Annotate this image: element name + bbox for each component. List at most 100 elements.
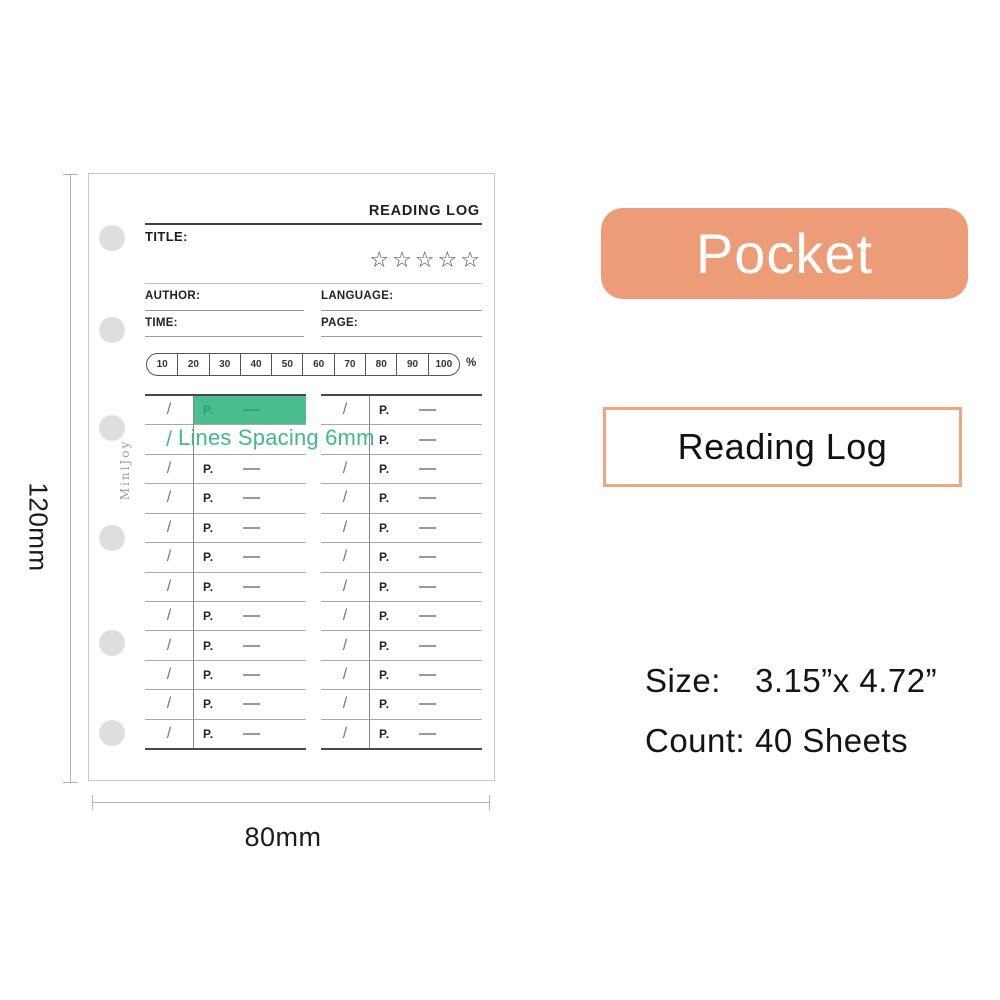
- page-label: P.: [379, 403, 390, 418]
- page-dash: [243, 497, 261, 500]
- page-label: P.: [203, 726, 214, 741]
- page-dash: [419, 409, 437, 412]
- log-row: /: [145, 425, 306, 455]
- page-label: P.: [203, 403, 214, 418]
- page-dash: [419, 526, 437, 529]
- binder-hole: [99, 525, 125, 551]
- page-cell: P.: [193, 455, 306, 483]
- width-dimension-label: 80mm: [244, 822, 322, 852]
- page-label: P.: [379, 579, 390, 594]
- divider-line: [145, 223, 482, 225]
- progress-tick: 80: [366, 354, 398, 375]
- progress-tick: 50: [272, 354, 304, 375]
- page-cell: P.: [193, 690, 306, 718]
- page-cell: P.: [369, 602, 482, 630]
- page-cell: P.: [369, 455, 482, 483]
- progress-tick: 40: [241, 354, 273, 375]
- page-cell: P.: [369, 425, 482, 453]
- page-cell: P.: [193, 396, 306, 425]
- page-label: P.: [203, 520, 214, 535]
- page-label: P.: [379, 609, 390, 624]
- page-label: P.: [203, 697, 214, 712]
- page-cell: P.: [369, 690, 482, 718]
- date-slash: /: [166, 489, 172, 507]
- page-dash: [243, 674, 261, 676]
- date-slash: /: [342, 577, 348, 595]
- log-row: / P.: [321, 514, 482, 544]
- page-dash: [419, 438, 437, 441]
- spec-size-label: Size:: [645, 662, 721, 699]
- date-slash: /: [166, 548, 172, 566]
- binder-hole: [99, 317, 125, 343]
- percent-unit: %: [466, 357, 477, 369]
- log-row: / P.: [321, 602, 482, 632]
- page-label: P.: [379, 668, 390, 682]
- dimension-tick: [63, 174, 78, 175]
- page-cell: P.: [193, 484, 306, 512]
- progress-tick: 90: [397, 354, 429, 375]
- date-slash: /: [166, 401, 172, 419]
- log-row: / P.: [321, 396, 482, 426]
- progress-tick: 10: [147, 354, 179, 375]
- page-dash: [419, 615, 437, 618]
- page-label: P.: [379, 432, 390, 447]
- progress-tick: 70: [335, 354, 367, 375]
- date-slash: /: [166, 607, 172, 625]
- log-row: / P.: [145, 631, 306, 661]
- page-label: P.: [379, 697, 390, 712]
- page-label: P.: [379, 491, 390, 506]
- time-field-label: TIME:: [145, 317, 178, 329]
- title-field-label: TITLE:: [145, 229, 188, 244]
- date-slash: /: [166, 636, 172, 654]
- log-row: P.: [321, 425, 482, 455]
- binder-hole: [99, 415, 125, 441]
- page-dash: [419, 703, 437, 706]
- dimension-tick: [63, 782, 78, 783]
- spec-count-value: 40 Sheets: [755, 722, 909, 759]
- log-table-right: / P. P. / P. / P. / P. / P. / P. / P. / P. / P. / P. / P.: [321, 394, 482, 750]
- page-label: P.: [379, 520, 390, 535]
- field-underline: [321, 310, 482, 311]
- page-label: P.: [203, 579, 214, 594]
- page-dash: [243, 585, 261, 588]
- page-dash: [419, 674, 437, 676]
- log-row: / P.: [321, 573, 482, 602]
- height-dimension-label: 120mm: [23, 482, 54, 572]
- page-label: P.: [203, 491, 214, 506]
- log-row: / P.: [145, 573, 306, 602]
- size-badge: Pocket: [601, 208, 968, 299]
- date-slash: /: [342, 695, 348, 713]
- date-slash: /: [342, 460, 348, 478]
- progress-tracker: 10 20 30 40 50 60 70 80 90 100: [146, 353, 460, 376]
- date-slash: /: [342, 666, 348, 683]
- log-row: / P.: [321, 661, 482, 691]
- date-slash: /: [342, 401, 348, 419]
- page-dash: [419, 585, 437, 588]
- log-row: / P.: [145, 602, 306, 632]
- date-slash: /: [166, 460, 172, 478]
- log-row: / P.: [321, 543, 482, 573]
- page-label: P.: [203, 609, 214, 624]
- field-underline: [321, 336, 482, 337]
- binder-hole: [99, 630, 125, 656]
- page-cell: P.: [193, 661, 306, 689]
- brand-watermark: MiniJoy: [118, 439, 132, 501]
- date-slash: /: [166, 695, 172, 713]
- date-slash: /: [166, 577, 172, 595]
- log-row: / P.: [321, 484, 482, 514]
- date-slash: /: [342, 489, 348, 507]
- field-underline: [145, 336, 304, 337]
- date-slash: /: [342, 636, 348, 654]
- page-dash: [243, 615, 261, 618]
- log-row: / P.: [321, 690, 482, 720]
- log-row: / P.: [145, 396, 306, 426]
- page-label: P.: [379, 550, 390, 565]
- page-cell: P.: [193, 631, 306, 659]
- page-dash: [243, 409, 261, 412]
- page-cell: P.: [369, 573, 482, 601]
- page-label: P.: [203, 638, 214, 653]
- log-row: / P.: [145, 514, 306, 544]
- reading-log-sheet: READING LOG TITLE: ☆☆☆☆☆ AUTHOR: LANGUAG…: [88, 173, 495, 781]
- progress-tick: 100: [435, 359, 453, 370]
- log-row: / P.: [145, 690, 306, 720]
